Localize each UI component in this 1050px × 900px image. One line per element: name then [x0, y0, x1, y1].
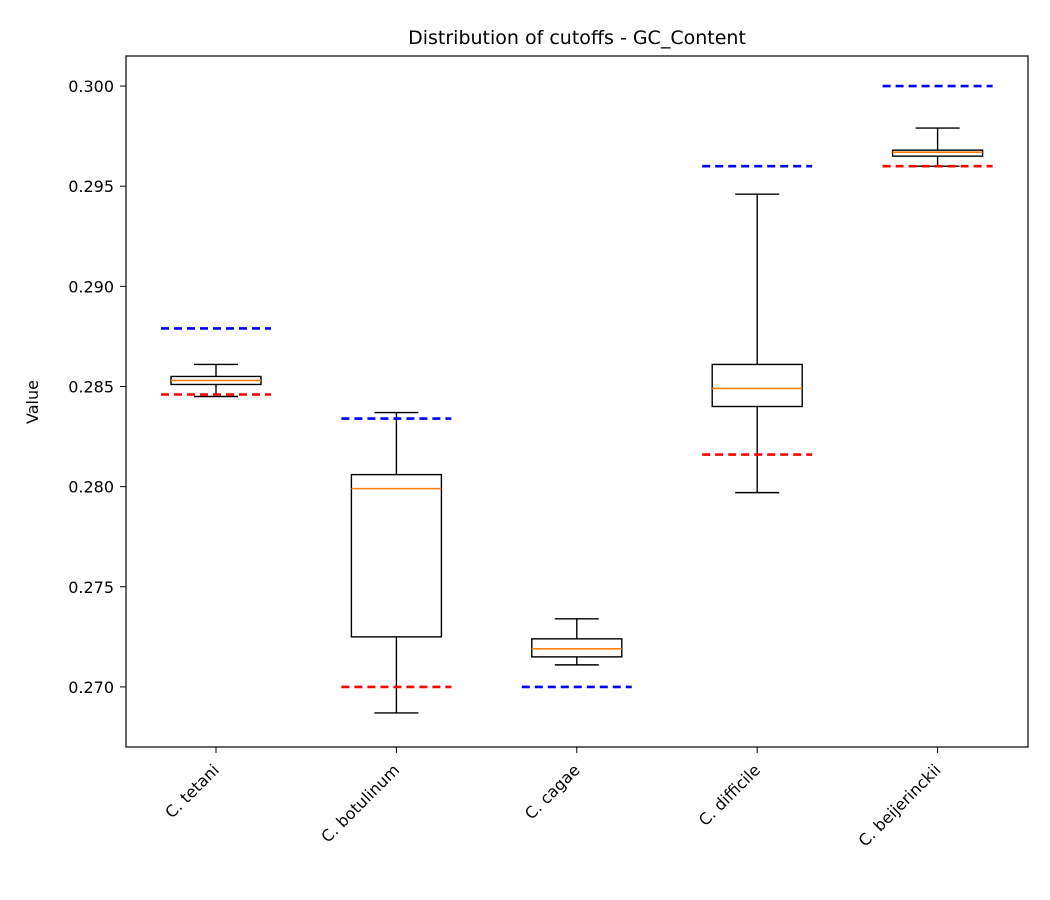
- y-tick-label: 0.290: [68, 277, 114, 296]
- box-iqr: [711, 363, 803, 408]
- y-tick-label: 0.295: [68, 177, 114, 196]
- box-iqr: [531, 638, 623, 658]
- y-axis-label: Value: [23, 380, 42, 424]
- box-iqr: [891, 149, 984, 157]
- y-tick-label: 0.300: [68, 77, 114, 96]
- y-tick-label: 0.280: [68, 478, 114, 497]
- y-tick-label: 0.270: [68, 678, 114, 697]
- plot-frame: [125, 55, 1029, 748]
- y-tick-label: 0.275: [68, 578, 114, 597]
- y-tick-label: 0.285: [68, 377, 114, 396]
- box-iqr: [350, 473, 443, 638]
- chart-title: Distribution of cutoffs - GC_Content: [408, 27, 746, 49]
